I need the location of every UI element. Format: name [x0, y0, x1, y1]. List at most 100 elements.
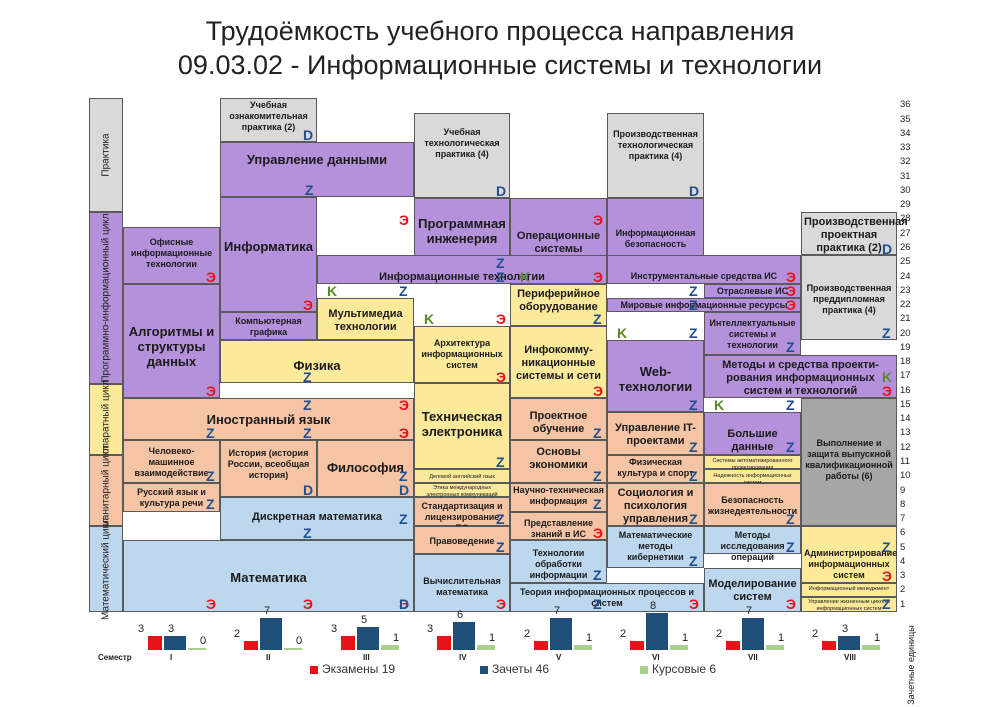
subject-block: Мультимедиа технологии: [317, 298, 414, 340]
legend-exams: Экзамены 19: [310, 662, 395, 676]
subject-label: Методы исследования операций: [720, 530, 785, 562]
chart-bar: [766, 645, 784, 650]
mark-e: Э: [303, 596, 313, 612]
subject-block: Офисные информационные технологии: [123, 227, 220, 284]
mark-e: Э: [399, 425, 409, 441]
subject-label: Правоведение: [429, 536, 495, 546]
unit-label: 22: [900, 299, 911, 311]
chart-x-label: Семестр: [98, 653, 132, 662]
subject-label: Производственная технологическая практик…: [613, 129, 698, 161]
chart-data-label: 2: [716, 627, 723, 640]
chart-bar: [437, 636, 451, 650]
subject-label: Управление IT-проектами: [615, 422, 696, 447]
mark-z: Z: [689, 511, 698, 527]
mark-d: D: [689, 183, 700, 199]
mark-k: K: [424, 311, 435, 327]
unit-label: 32: [900, 156, 911, 168]
cycle-label: Программно-информационный цикл: [100, 213, 112, 383]
chart-data-label: 1: [874, 632, 881, 645]
mark-z: Z: [496, 255, 505, 271]
page-title: Трудоёмкость учебного процесса направлен…: [0, 14, 1000, 82]
subject-block: Методы и средства проекти-рования информ…: [704, 355, 897, 398]
subject-block: Управление данными: [220, 142, 414, 197]
unit-label: 35: [900, 113, 911, 125]
chart-tick-label: III: [363, 653, 370, 662]
subject-label: Архитектура информационных систем: [421, 338, 503, 370]
subject-block: Физика: [220, 340, 414, 383]
mark-z: Z: [496, 269, 505, 285]
chart-data-label: 0: [200, 635, 207, 647]
mark-z: Z: [689, 397, 698, 413]
unit-label: 5: [900, 541, 906, 553]
mark-e: Э: [786, 297, 796, 313]
chart-bar: [244, 640, 258, 650]
mark-e: Э: [399, 397, 409, 413]
mark-e: Э: [496, 369, 506, 385]
chart-data-label: 8: [650, 600, 657, 613]
mark-d: D: [399, 596, 410, 612]
subject-block: Информационные технологии: [317, 255, 607, 284]
mark-e: Э: [206, 269, 216, 285]
chart-data-label: 1: [393, 632, 400, 645]
mark-z: Z: [496, 454, 505, 470]
chart-data-label: 3: [331, 623, 338, 636]
chart-tick-label: VI: [652, 653, 660, 662]
unit-label: 33: [900, 142, 911, 154]
subject-block: Этика международных электронных коммуник…: [414, 483, 510, 498]
unit-label: 29: [900, 199, 911, 211]
mark-z: Z: [593, 425, 602, 441]
chart-bar: [646, 613, 668, 650]
mark-e: Э: [882, 568, 892, 584]
cycle-label: Практика: [100, 133, 112, 177]
subject-label: Математические методы кибернетики: [618, 530, 693, 562]
legend-credits-swatch: [480, 665, 488, 674]
subject-label: Инфокомму-никационные системы и сети: [515, 344, 601, 382]
subject-block: Дискретная математика: [220, 497, 414, 540]
subject-label: Математика: [230, 570, 307, 585]
unit-label: 8: [900, 498, 906, 510]
mark-e: Э: [399, 596, 409, 612]
subject-label: Этика международных электронных коммуник…: [426, 485, 498, 498]
subject-label: Производственная преддипломная практика …: [806, 283, 892, 315]
legend-credits: Зачеты 46: [480, 662, 549, 676]
unit-label: 30: [900, 184, 911, 196]
subject-block: Администрирование информационных систем: [801, 526, 897, 583]
chart-data-label: 2: [620, 627, 627, 640]
chart-data-label: 1: [489, 632, 496, 645]
chart-tick-label: IV: [459, 653, 467, 662]
subject-block: Управление IT-проектами: [607, 412, 704, 455]
unit-label: 13: [900, 427, 911, 439]
chart-data-label: 3: [427, 623, 434, 636]
chart-data-label: 5: [361, 614, 368, 626]
chart-data-label: 3: [842, 623, 849, 636]
unit-label: 20: [900, 327, 911, 339]
mark-e: Э: [399, 212, 409, 228]
mark-k: K: [327, 283, 338, 299]
subject-block: Математические методы кибернетики: [607, 526, 704, 568]
subject-label: Методы и средства проекти-рования информ…: [722, 359, 879, 397]
unit-label: 1: [900, 598, 906, 610]
subject-block: Техническая электроника: [414, 383, 510, 469]
mark-e: Э: [593, 212, 603, 228]
chart-data-label: 2: [812, 627, 819, 640]
subject-label: Научно-техническая информация: [513, 485, 604, 506]
mark-d: D: [496, 183, 507, 199]
mark-z: Z: [882, 325, 891, 341]
unit-label: 11: [900, 456, 910, 468]
subject-label: Учебная технологическая практика (4): [424, 127, 500, 159]
mark-e: Э: [786, 596, 796, 612]
legend-exams-label: Экзамены 19: [322, 662, 396, 676]
mark-z: Z: [786, 339, 795, 355]
mark-e: Э: [593, 525, 603, 541]
subject-label: История (история России, всеобщая истори…: [227, 448, 310, 480]
subject-label: Интеллектуальные системы и технологии: [709, 318, 796, 350]
cycle-1: Практика: [89, 98, 123, 212]
subject-label: Инструментальные средства ИС: [630, 271, 778, 281]
subject-label: Алгоритмы и структуры данных: [128, 324, 215, 369]
subject-block: Математика: [123, 540, 414, 612]
chart-bar: [742, 617, 764, 650]
subject-block: Человеко-машинное взаимодействие: [123, 440, 220, 483]
subject-block: Научно-техническая информация: [510, 483, 607, 512]
subject-block: Деловой английский язык: [414, 469, 510, 483]
